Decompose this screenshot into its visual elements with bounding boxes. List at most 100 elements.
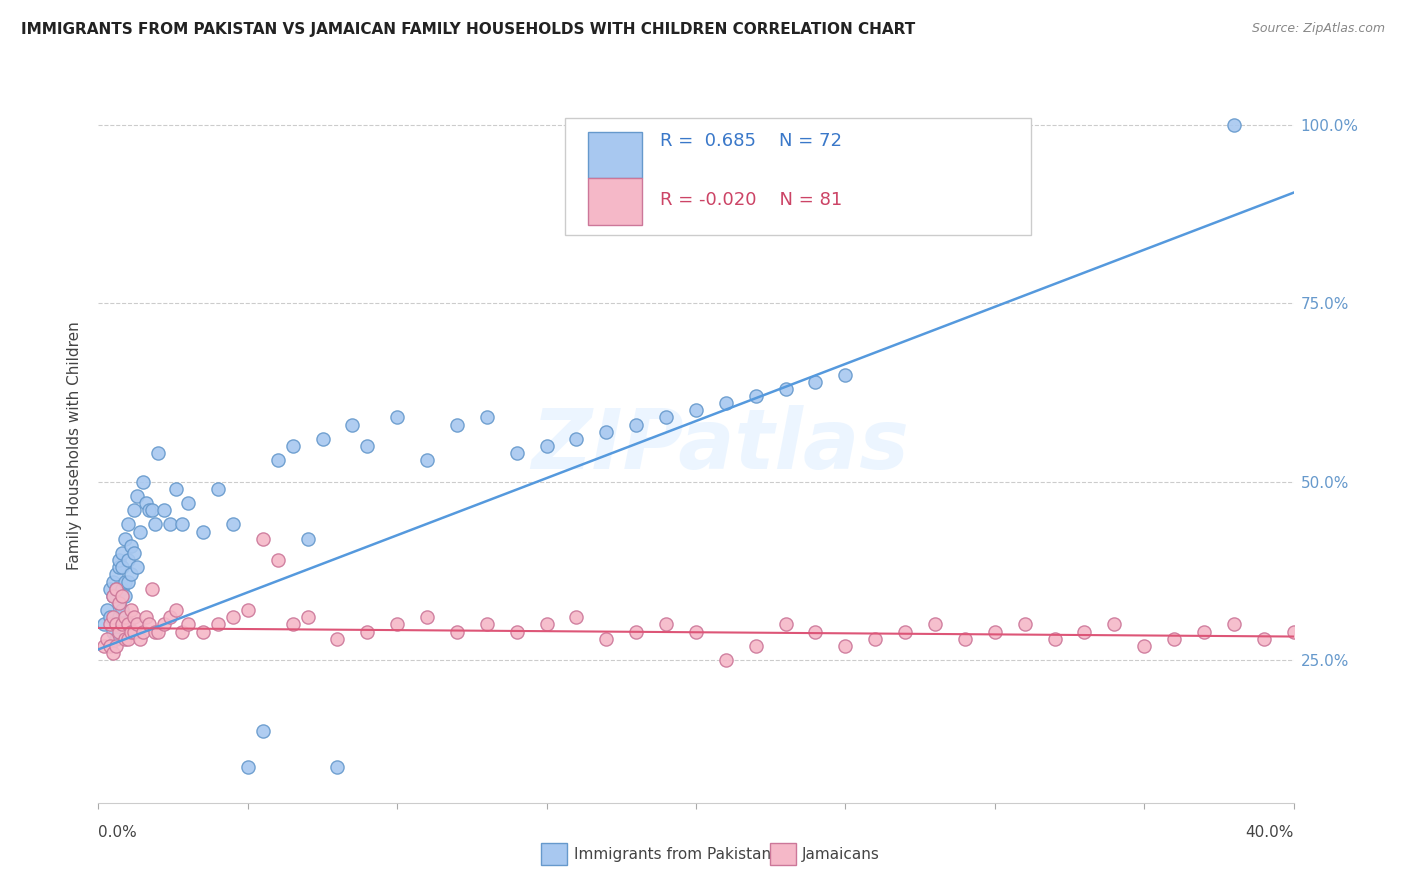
Point bbox=[114, 589, 136, 603]
Point bbox=[120, 603, 142, 617]
Text: R =  0.685    N = 72: R = 0.685 N = 72 bbox=[661, 132, 842, 150]
Point bbox=[626, 417, 648, 432]
Point bbox=[685, 624, 707, 639]
Point bbox=[117, 617, 139, 632]
Point bbox=[120, 624, 142, 639]
Y-axis label: Family Households with Children: Family Households with Children bbox=[67, 322, 83, 570]
Point bbox=[103, 574, 125, 589]
Point bbox=[385, 410, 409, 425]
Point bbox=[326, 632, 349, 646]
Point bbox=[222, 517, 245, 532]
Point bbox=[416, 453, 439, 467]
Point bbox=[416, 610, 439, 624]
Point bbox=[626, 624, 648, 639]
Point bbox=[1223, 118, 1246, 132]
Point bbox=[326, 760, 349, 774]
Point bbox=[1104, 617, 1126, 632]
Point bbox=[141, 503, 163, 517]
Point bbox=[222, 610, 245, 624]
Point bbox=[124, 546, 146, 560]
Point bbox=[655, 410, 678, 425]
Point bbox=[565, 610, 588, 624]
Point bbox=[475, 410, 498, 425]
Point bbox=[148, 624, 170, 639]
Point bbox=[132, 624, 155, 639]
Point bbox=[311, 432, 333, 446]
Point bbox=[108, 610, 131, 624]
Point bbox=[1043, 632, 1066, 646]
Point bbox=[117, 574, 139, 589]
Point bbox=[159, 517, 181, 532]
Point bbox=[96, 603, 118, 617]
Point bbox=[153, 617, 176, 632]
Point bbox=[1343, 632, 1365, 646]
Point bbox=[1282, 624, 1305, 639]
Point bbox=[129, 524, 152, 539]
Point bbox=[159, 610, 181, 624]
Point bbox=[834, 368, 856, 382]
Point bbox=[1133, 639, 1156, 653]
Point bbox=[775, 617, 797, 632]
Point bbox=[165, 603, 187, 617]
Point bbox=[236, 760, 259, 774]
Point bbox=[124, 610, 146, 624]
Point bbox=[924, 617, 946, 632]
Point bbox=[894, 624, 917, 639]
Point bbox=[111, 617, 134, 632]
FancyBboxPatch shape bbox=[565, 118, 1031, 235]
Point bbox=[191, 624, 214, 639]
Point bbox=[536, 439, 558, 453]
Point bbox=[111, 589, 134, 603]
Point bbox=[124, 624, 146, 639]
Point bbox=[105, 639, 128, 653]
Point bbox=[127, 489, 149, 503]
Point bbox=[117, 553, 139, 567]
Point bbox=[745, 389, 768, 403]
Point bbox=[1014, 617, 1036, 632]
Point bbox=[281, 617, 304, 632]
Point bbox=[103, 589, 125, 603]
Point bbox=[138, 617, 160, 632]
Point bbox=[108, 624, 131, 639]
Point bbox=[105, 582, 128, 596]
Point bbox=[356, 439, 378, 453]
Point bbox=[108, 596, 131, 610]
Point bbox=[191, 524, 214, 539]
Point bbox=[108, 560, 131, 574]
Point bbox=[297, 532, 319, 546]
Point bbox=[475, 617, 498, 632]
Point bbox=[103, 646, 125, 660]
Point bbox=[103, 589, 125, 603]
Point bbox=[135, 496, 157, 510]
Point bbox=[236, 603, 259, 617]
Point bbox=[105, 567, 128, 582]
Point bbox=[267, 453, 290, 467]
Point bbox=[595, 425, 617, 439]
Point bbox=[114, 532, 136, 546]
Point bbox=[111, 546, 134, 560]
Point bbox=[446, 624, 468, 639]
Text: Source: ZipAtlas.com: Source: ZipAtlas.com bbox=[1251, 22, 1385, 36]
Point bbox=[281, 439, 304, 453]
Point bbox=[127, 560, 149, 574]
Point bbox=[105, 632, 128, 646]
Point bbox=[1073, 624, 1095, 639]
Point bbox=[100, 639, 122, 653]
Point bbox=[100, 610, 122, 624]
Text: R = -0.020    N = 81: R = -0.020 N = 81 bbox=[661, 191, 842, 209]
Point bbox=[685, 403, 707, 417]
Point bbox=[117, 517, 139, 532]
Point bbox=[1253, 632, 1275, 646]
Point bbox=[177, 617, 200, 632]
Point bbox=[141, 582, 163, 596]
Point bbox=[655, 617, 678, 632]
Bar bbox=[589, 132, 643, 178]
Point bbox=[865, 632, 887, 646]
Point bbox=[1312, 617, 1334, 632]
Point bbox=[207, 617, 229, 632]
Point bbox=[745, 639, 768, 653]
Point bbox=[172, 624, 194, 639]
Bar bbox=[589, 178, 643, 225]
Point bbox=[143, 624, 166, 639]
Point bbox=[207, 482, 229, 496]
